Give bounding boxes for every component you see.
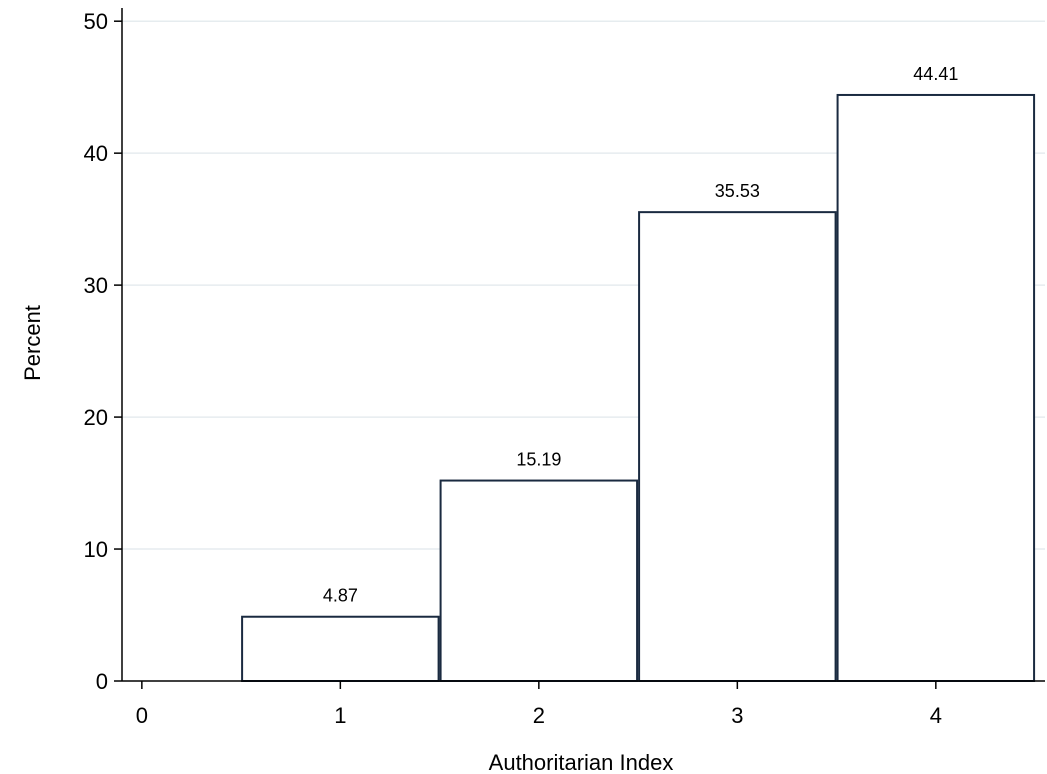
y-axis-ticks: 0 10 20 30 40 50: [84, 9, 122, 694]
y-axis-title: Percent: [20, 305, 45, 381]
x-tick-label: 4: [930, 703, 942, 728]
x-tick-label: 1: [334, 703, 346, 728]
bar-value-label: 35.53: [715, 181, 760, 201]
x-tick-label: 2: [533, 703, 545, 728]
y-tick-label: 20: [84, 405, 108, 430]
bar: [836, 93, 1036, 682]
bar: [439, 479, 639, 682]
x-tick-label: 0: [136, 703, 148, 728]
bar: [638, 211, 837, 682]
y-tick-label: 0: [96, 669, 108, 694]
x-axis-title: Authoritarian Index: [489, 750, 674, 774]
bar-value-label: 4.87: [323, 586, 358, 606]
y-tick-label: 50: [84, 9, 108, 34]
y-tick-label: 40: [84, 141, 108, 166]
bar: [241, 615, 440, 683]
x-axis-ticks: 0 1 2 3 4: [136, 681, 942, 728]
x-tick-label: 3: [731, 703, 743, 728]
bars: [241, 93, 1036, 683]
y-tick-label: 30: [84, 273, 108, 298]
bar-value-label: 44.41: [913, 64, 958, 84]
bar-value-label: 15.19: [516, 450, 561, 470]
axes: [121, 8, 1045, 682]
y-tick-label: 10: [84, 537, 108, 562]
bar-value-labels: 4.87 15.19 35.53 44.41: [323, 64, 959, 606]
